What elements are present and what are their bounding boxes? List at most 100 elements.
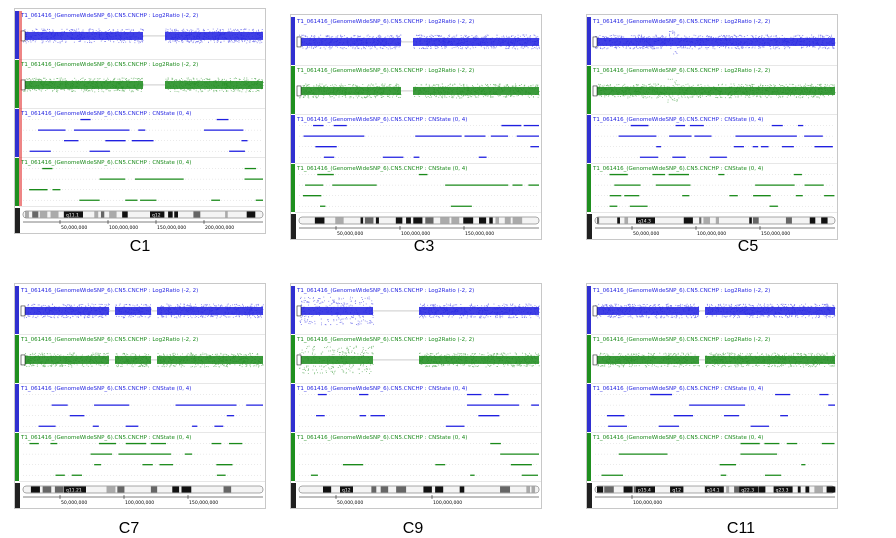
- axis-tick-label: 150,000,000: [761, 231, 790, 237]
- track-scale-box: [296, 85, 302, 97]
- ideogram-band: [122, 211, 128, 218]
- track-sidebar: [587, 164, 591, 212]
- log2-dense-band: [705, 306, 835, 315]
- band-label: q23.3: [776, 488, 789, 494]
- axis-tick-label: 150,000,000: [465, 231, 494, 237]
- panel-caption-c7: C7: [118, 520, 140, 537]
- track-title: T1_061416_(GenomeWideSNP_6).CN5.CNCHP : …: [20, 62, 198, 68]
- track-title: T1_061416_(GenomeWideSNP_6).CN5.CNCHP : …: [592, 337, 770, 343]
- band-label-box: [150, 211, 163, 218]
- track-scale-box: [592, 85, 598, 97]
- log2-ratio-track-green: T1_061416_(GenomeWideSNP_6).CN5.CNCHP : …: [587, 335, 837, 384]
- track-scale-box: [296, 354, 302, 366]
- track-scale-box: [592, 305, 598, 317]
- cn-state-track-blue: T1_061416_(GenomeWideSNP_6).CN5.CNCHP : …: [291, 115, 541, 164]
- ideogram-band: [463, 217, 474, 224]
- ideogram-band: [246, 211, 256, 218]
- ideogram-band: [193, 211, 201, 218]
- track-sidebar: [291, 384, 295, 432]
- band-label: q11.1: [66, 213, 79, 219]
- band-label-box: [636, 217, 655, 224]
- track-sidebar: [587, 286, 591, 334]
- ideogram-band: [504, 217, 511, 224]
- cn-state-track-green: T1_061416_(GenomeWideSNP_6).CN5.CNCHP : …: [291, 433, 541, 482]
- ideogram-sidebar: [291, 214, 296, 239]
- track-scale-box: [592, 354, 598, 366]
- track-title: T1_061416_(GenomeWideSNP_6).CN5.CNCHP : …: [592, 117, 763, 123]
- ideogram-band: [531, 486, 536, 493]
- axis-tick-label: 100,000,000: [109, 225, 138, 231]
- ideogram-band: [805, 486, 810, 493]
- panel-caption-c11: C11: [726, 520, 756, 537]
- band-label: p15.4: [638, 488, 651, 494]
- ideogram-band: [54, 486, 64, 493]
- track-title: T1_061416_(GenomeWideSNP_6).CN5.CNCHP : …: [20, 111, 191, 117]
- ideogram-band: [512, 217, 523, 224]
- panel-plot: T1_061416_(GenomeWideSNP_6).CN5.CNCHP : …: [15, 11, 265, 233]
- axis-tick-label: 150,000,000: [157, 225, 186, 231]
- selection-marker: [19, 11, 22, 206]
- ideogram-band: [94, 211, 99, 218]
- axis-tick-label: 200,000,000: [205, 225, 234, 231]
- cn-state-track-blue: T1_061416_(GenomeWideSNP_6).CN5.CNCHP : …: [587, 384, 837, 433]
- band-label-box: [773, 486, 793, 493]
- ideogram-band: [500, 486, 511, 493]
- panel-caption-c5: C5: [737, 238, 759, 255]
- ideogram-band: [162, 211, 165, 218]
- track-title: T1_061416_(GenomeWideSNP_6).CN5.CNCHP : …: [20, 386, 191, 392]
- chromosome-panel-c1: T1_061416_(GenomeWideSNP_6).CN5.CNCHP : …: [14, 8, 266, 234]
- track-scale-box: [296, 305, 302, 317]
- chromosome-ideogram: q11.1 q12 50,000,000 100,000,000 150,000,000…: [15, 208, 264, 233]
- ideogram-body: [298, 485, 540, 494]
- track-title: T1_061416_(GenomeWideSNP_6).CN5.CNCHP : …: [296, 288, 474, 294]
- band-label-box: [739, 486, 759, 493]
- log2-dense-band: [115, 355, 151, 364]
- ideogram-band: [624, 217, 629, 224]
- axis-tick-label: 100,000,000: [697, 231, 726, 237]
- track-title: T1_061416_(GenomeWideSNP_6).CN5.CNCHP : …: [20, 288, 198, 294]
- band-label-box: [64, 486, 86, 493]
- track-title: T1_061416_(GenomeWideSNP_6).CN5.CNCHP : …: [592, 288, 770, 294]
- track-sidebar: [15, 286, 19, 334]
- track-title: T1_061416_(GenomeWideSNP_6).CN5.CNCHP : …: [20, 13, 198, 19]
- ideogram-band: [32, 211, 39, 218]
- ideogram-band: [699, 217, 702, 224]
- track-title: T1_061416_(GenomeWideSNP_6).CN5.CNCHP : …: [592, 386, 763, 392]
- track-sidebar: [15, 109, 19, 157]
- band-label: q12: [672, 488, 681, 494]
- track-sidebar: [15, 60, 19, 108]
- log2-ratio-track-green: T1_061416_(GenomeWideSNP_6).CN5.CNCHP : …: [291, 66, 541, 115]
- log2-ratio-track-blue: T1_061416_(GenomeWideSNP_6).CN5.CNCHP : …: [15, 11, 265, 60]
- ideogram-band: [617, 217, 620, 224]
- log2-dense-band: [23, 306, 109, 315]
- ideogram-band: [380, 486, 389, 493]
- track-title: T1_061416_(GenomeWideSNP_6).CN5.CNCHP : …: [296, 166, 467, 172]
- ideogram-band: [623, 486, 633, 493]
- ideogram-band: [395, 217, 403, 224]
- track-sidebar: [291, 433, 295, 481]
- log2-dense-band: [419, 306, 539, 315]
- ideogram-band: [413, 217, 423, 224]
- chromosome-ideogram: p15.4 q12 q14.1 q22.3 q23.3 100,000,000: [587, 483, 836, 508]
- ideogram-band: [726, 486, 730, 493]
- log2-dense-band: [299, 306, 373, 315]
- cn-state-track-green: T1_061416_(GenomeWideSNP_6).CN5.CNCHP : …: [587, 164, 837, 213]
- cn-state-track-green: T1_061416_(GenomeWideSNP_6).CN5.CNCHP : …: [587, 433, 837, 482]
- chromosome-panel-c7: T1_061416_(GenomeWideSNP_6).CN5.CNCHP : …: [14, 283, 266, 509]
- axis-tick-label: 50,000,000: [61, 225, 87, 231]
- ideogram-band: [168, 211, 173, 218]
- track-title: T1_061416_(GenomeWideSNP_6).CN5.CNCHP : …: [296, 337, 474, 343]
- log2-dense-band: [23, 80, 143, 89]
- track-title: T1_061416_(GenomeWideSNP_6).CN5.CNCHP : …: [20, 160, 191, 166]
- track-sidebar: [587, 384, 591, 432]
- track-sidebar: [15, 158, 19, 206]
- ideogram-band: [797, 486, 801, 493]
- axis-tick-label: 100,000,000: [401, 231, 430, 237]
- ideogram-band: [181, 486, 192, 493]
- track-sidebar: [587, 433, 591, 481]
- track-title: T1_061416_(GenomeWideSNP_6).CN5.CNCHP : …: [296, 386, 467, 392]
- chromosome-ideogram: q12 50,000,000 100,000,000: [291, 483, 540, 508]
- cn-state-track-green: T1_061416_(GenomeWideSNP_6).CN5.CNCHP : …: [291, 164, 541, 213]
- log2-dense-band: [595, 306, 699, 315]
- cn-state-track-blue: T1_061416_(GenomeWideSNP_6).CN5.CNCHP : …: [587, 115, 837, 164]
